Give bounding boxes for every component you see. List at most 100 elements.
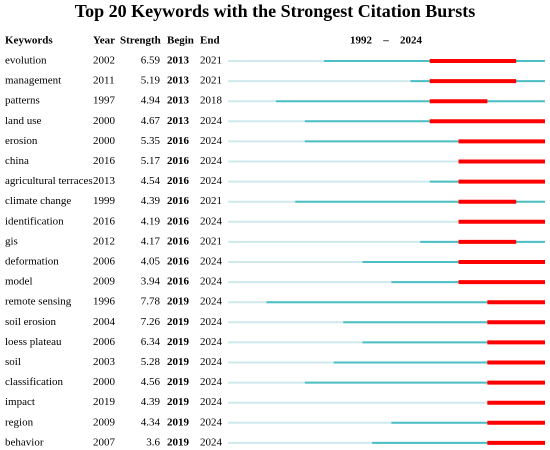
begin: 2016 bbox=[167, 175, 190, 187]
strength: 4.34 bbox=[141, 416, 161, 428]
timeline-start: 1992 bbox=[350, 35, 373, 47]
year: 2019 bbox=[93, 396, 116, 408]
end: 2024 bbox=[200, 396, 223, 408]
begin: 2013 bbox=[167, 115, 190, 127]
end: 2024 bbox=[200, 416, 223, 428]
begin: 2016 bbox=[167, 235, 190, 247]
end: 2024 bbox=[200, 436, 223, 448]
end: 2024 bbox=[200, 256, 223, 268]
strength: 6.34 bbox=[141, 336, 161, 348]
year: 2007 bbox=[93, 436, 116, 448]
year: 2009 bbox=[93, 416, 116, 428]
strength: 4.56 bbox=[141, 376, 161, 388]
strength: 5.17 bbox=[141, 155, 161, 167]
begin: 2019 bbox=[167, 416, 190, 428]
range-dash: – bbox=[382, 35, 389, 47]
end: 2024 bbox=[200, 316, 223, 328]
year: 2011 bbox=[93, 75, 115, 87]
begin: 2019 bbox=[167, 316, 190, 328]
begin: 2016 bbox=[167, 155, 190, 167]
strength: 4.05 bbox=[141, 256, 161, 268]
begin: 2019 bbox=[167, 336, 190, 348]
end: 2024 bbox=[200, 135, 223, 147]
begin: 2019 bbox=[167, 436, 190, 448]
year: 2016 bbox=[93, 155, 116, 167]
strength: 4.39 bbox=[141, 195, 161, 207]
year: 2003 bbox=[93, 356, 116, 368]
begin: 2013 bbox=[167, 55, 190, 67]
keyword: gis bbox=[5, 235, 18, 247]
year: 2000 bbox=[93, 115, 116, 127]
strength: 5.35 bbox=[141, 135, 161, 147]
keyword: deformation bbox=[5, 256, 59, 268]
timeline-end: 2024 bbox=[400, 35, 423, 47]
year: 1996 bbox=[93, 296, 116, 308]
begin: 2019 bbox=[167, 396, 190, 408]
begin: 2019 bbox=[167, 356, 190, 368]
keyword: erosion bbox=[5, 135, 38, 147]
year: 1999 bbox=[93, 195, 116, 207]
begin: 2016 bbox=[167, 276, 190, 288]
end: 2024 bbox=[200, 356, 223, 368]
begin: 2016 bbox=[167, 215, 190, 227]
end: 2021 bbox=[200, 235, 222, 247]
year: 2009 bbox=[93, 276, 116, 288]
keyword: climate change bbox=[5, 195, 71, 207]
keyword: evolution bbox=[5, 55, 47, 67]
year: 2013 bbox=[93, 175, 116, 187]
end: 2024 bbox=[200, 276, 223, 288]
keyword: soil erosion bbox=[5, 316, 57, 328]
begin: 2013 bbox=[167, 95, 190, 107]
keyword: region bbox=[5, 416, 34, 428]
strength: 4.94 bbox=[141, 95, 161, 107]
begin: 2016 bbox=[167, 135, 190, 147]
column-header: Year bbox=[93, 35, 115, 47]
end: 2024 bbox=[200, 336, 223, 348]
year: 2000 bbox=[93, 135, 116, 147]
strength: 4.17 bbox=[141, 235, 161, 247]
strength: 7.78 bbox=[141, 296, 161, 308]
year: 2000 bbox=[93, 376, 116, 388]
column-header: Strength bbox=[120, 35, 161, 47]
column-header: Begin bbox=[167, 35, 194, 47]
year: 2012 bbox=[93, 235, 115, 247]
keyword: remote sensing bbox=[5, 296, 72, 308]
begin: 2016 bbox=[167, 195, 190, 207]
begin: 2013 bbox=[167, 75, 190, 87]
strength: 4.67 bbox=[141, 115, 161, 127]
strength: 7.26 bbox=[141, 316, 161, 328]
keyword: agricultural terraces bbox=[5, 175, 93, 187]
column-header: End bbox=[200, 35, 220, 47]
keyword: classification bbox=[5, 376, 64, 388]
strength: 3.94 bbox=[141, 276, 161, 288]
end: 2021 bbox=[200, 55, 222, 67]
end: 2024 bbox=[200, 215, 223, 227]
end: 2018 bbox=[200, 95, 223, 107]
end: 2024 bbox=[200, 296, 223, 308]
strength: 5.19 bbox=[141, 75, 161, 87]
keyword: behavior bbox=[5, 436, 44, 448]
end: 2024 bbox=[200, 175, 223, 187]
strength: 4.19 bbox=[141, 215, 161, 227]
title: Top 20 Keywords with the Strongest Citat… bbox=[75, 1, 476, 21]
keyword: soil bbox=[5, 356, 21, 368]
strength: 5.28 bbox=[141, 356, 161, 368]
keyword: impact bbox=[5, 396, 35, 408]
year: 2006 bbox=[93, 336, 116, 348]
year: 1997 bbox=[93, 95, 116, 107]
strength: 3.6 bbox=[146, 436, 160, 448]
end: 2024 bbox=[200, 155, 223, 167]
column-header: Keywords bbox=[5, 35, 53, 47]
end: 2024 bbox=[200, 115, 223, 127]
keyword: management bbox=[5, 75, 61, 87]
year: 2002 bbox=[93, 55, 115, 67]
year: 2016 bbox=[93, 215, 116, 227]
strength: 6.59 bbox=[141, 55, 161, 67]
keyword: land use bbox=[5, 115, 41, 127]
year: 2004 bbox=[93, 316, 116, 328]
keyword: patterns bbox=[5, 95, 40, 107]
keyword: loess plateau bbox=[5, 336, 62, 348]
end: 2024 bbox=[200, 376, 223, 388]
begin: 2016 bbox=[167, 256, 190, 268]
